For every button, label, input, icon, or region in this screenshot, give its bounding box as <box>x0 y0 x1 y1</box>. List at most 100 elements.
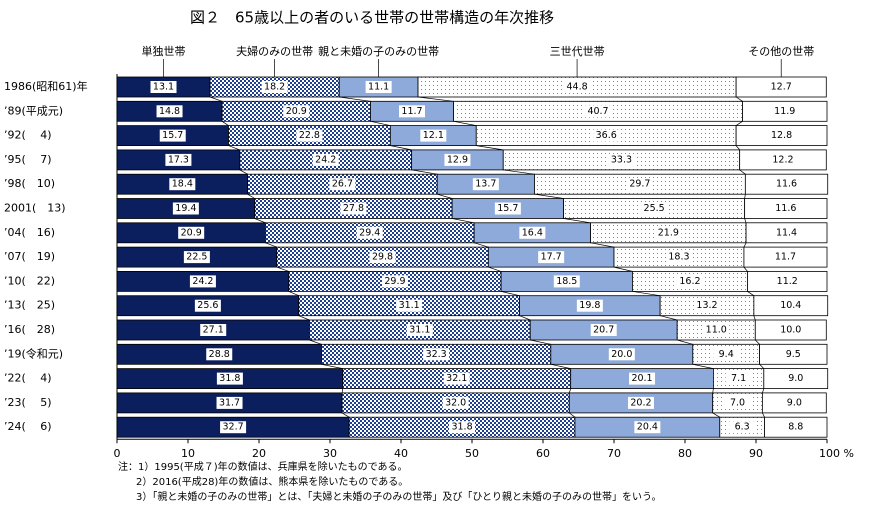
x-tick-label: 90 <box>749 447 763 460</box>
value-label: 11.2 <box>777 276 798 287</box>
value-label-box <box>261 81 288 93</box>
value-label: 15.7 <box>162 130 183 141</box>
value-label-box <box>703 324 730 336</box>
value-label: 26.7 <box>332 179 353 190</box>
value-label-box <box>399 105 426 118</box>
value-label: 7.1 <box>731 373 746 384</box>
connector <box>209 96 223 102</box>
value-label: 10.0 <box>780 325 801 336</box>
connector <box>762 388 765 394</box>
value-label: 27.8 <box>343 203 364 214</box>
value-label-box <box>768 81 795 93</box>
y-tick-label: ’89(平成元) <box>4 104 63 117</box>
value-label: 17.7 <box>541 252 562 263</box>
y-tick-label: ’19(令和元) <box>4 346 63 360</box>
value-label-box <box>608 153 635 166</box>
value-label: 12.8 <box>771 130 792 141</box>
value-label-box <box>725 372 752 385</box>
value-label-box <box>538 251 565 264</box>
connector <box>569 412 576 418</box>
value-label-box <box>590 324 617 336</box>
value-label: 11.6 <box>776 179 797 190</box>
legend-label: 親と未婚の子のみの世帯 <box>318 44 439 58</box>
value-label-box <box>220 421 247 434</box>
connector <box>437 193 453 199</box>
connector <box>744 218 747 223</box>
connector <box>755 339 760 345</box>
x-tick-label: 0 <box>114 447 121 460</box>
value-label: 20.9 <box>181 227 202 238</box>
value-label-box <box>178 226 205 239</box>
value-label: 12.2 <box>772 154 793 165</box>
value-label: 11.7 <box>775 252 796 263</box>
value-label-box <box>200 324 227 336</box>
connector <box>453 120 477 126</box>
value-label: 28.8 <box>209 349 230 360</box>
value-label-box <box>216 372 243 385</box>
value-label: 32.1 <box>446 373 467 384</box>
value-label: 19.8 <box>579 300 600 311</box>
x-tick-label: 20 <box>252 447 266 460</box>
connector <box>613 266 633 272</box>
connector <box>417 96 454 102</box>
value-label-box <box>777 324 804 336</box>
connector <box>254 218 266 224</box>
value-label-box <box>444 153 471 166</box>
connector <box>341 388 344 393</box>
value-label-box <box>150 81 177 93</box>
connector <box>563 218 591 224</box>
value-label-box <box>494 202 521 215</box>
value-label-box <box>442 396 469 409</box>
y-tick-label: ’23( 5) <box>4 396 52 409</box>
value-label: 22.8 <box>299 130 320 141</box>
value-label: 7.0 <box>730 397 745 408</box>
y-tick-label: ’10( 22) <box>4 274 55 287</box>
value-label-box <box>189 275 216 288</box>
value-label: 19.4 <box>175 203 196 214</box>
y-tick-label: ’98( 10) <box>4 177 55 190</box>
value-label: 6.3 <box>735 422 750 433</box>
value-label: 29.8 <box>372 252 393 263</box>
value-label: 29.4 <box>359 227 380 238</box>
connector <box>411 169 438 175</box>
value-label: 15.7 <box>497 203 518 214</box>
value-label-box <box>165 153 192 166</box>
value-label: 27.1 <box>203 325 224 336</box>
connector <box>744 194 746 199</box>
connector <box>660 315 678 321</box>
value-label: 31.8 <box>219 373 240 384</box>
value-label: 9.4 <box>719 349 734 360</box>
value-label: 12.9 <box>447 154 468 165</box>
x-tick-label: 40 <box>394 447 408 460</box>
value-label-box <box>773 226 800 239</box>
value-label: 32.0 <box>445 397 466 408</box>
legend-label: 夫婦のみの世帯 <box>236 44 313 58</box>
x-tick-label: 70 <box>607 447 621 460</box>
value-label-box <box>772 251 799 264</box>
connector <box>228 145 240 151</box>
value-label-box <box>777 299 804 312</box>
value-label-box <box>406 324 433 336</box>
value-label: 9.0 <box>788 373 803 384</box>
value-label-box <box>713 348 740 361</box>
value-label-box <box>553 275 580 288</box>
x-tick-label: 50 <box>465 447 479 460</box>
value-label: 11.4 <box>776 227 797 238</box>
value-label-box <box>627 396 654 409</box>
value-label-box <box>356 226 383 239</box>
y-tick-label: ’92( 4) <box>4 129 52 142</box>
note: 3）「親と未婚の子のみの世帯」とは、「夫婦と未婚の子のみの世帯」及び「ひとり親と… <box>136 490 661 503</box>
value-label: 20.0 <box>611 349 632 360</box>
value-label-box <box>769 153 796 166</box>
value-label-box <box>369 251 396 264</box>
value-label: 20.7 <box>593 325 614 336</box>
connector <box>370 120 391 126</box>
value-label: 31.1 <box>409 325 430 336</box>
connector <box>503 169 535 175</box>
value-label-box <box>283 105 310 118</box>
value-label-box <box>296 129 323 142</box>
connector <box>632 291 661 297</box>
value-label-box <box>773 178 800 191</box>
connector <box>759 364 765 369</box>
note: 注：1）1995(平成７)年の数値は、兵庫県を除いたものである。 <box>118 460 408 473</box>
